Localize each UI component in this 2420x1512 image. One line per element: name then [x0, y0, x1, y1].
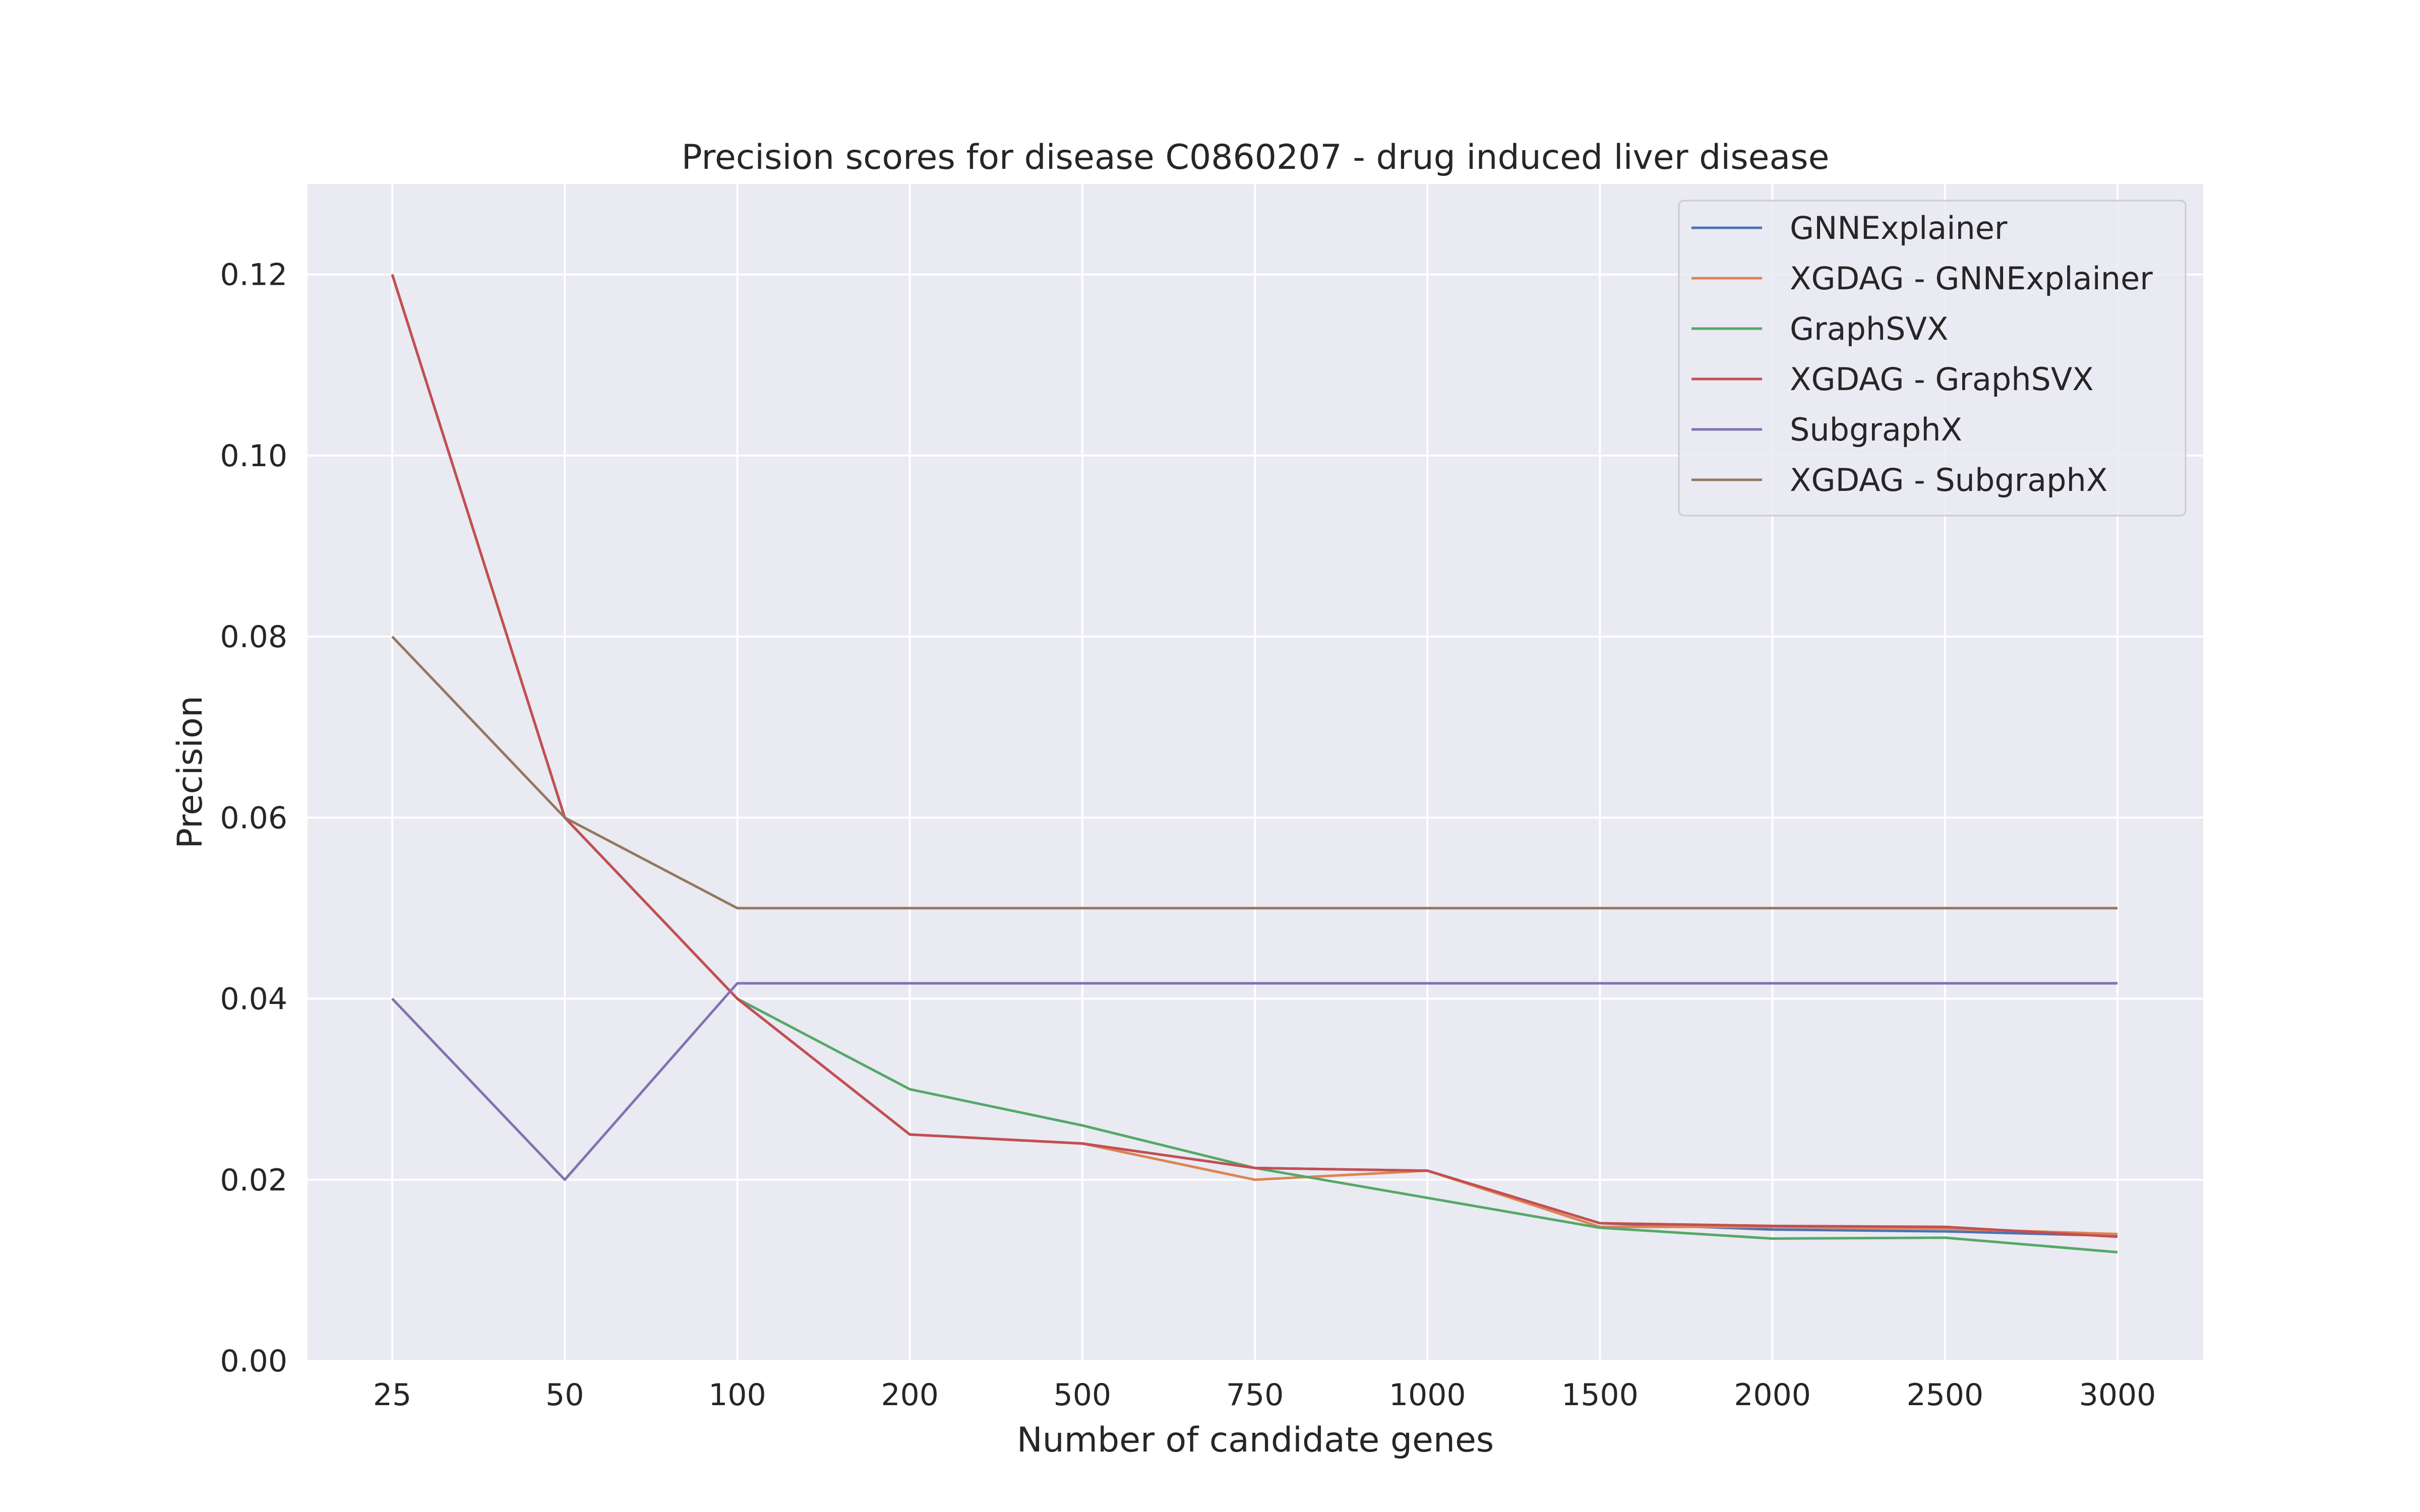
x-tick-label: 2500	[1906, 1377, 1983, 1413]
chart-title: Precision scores for disease C0860207 - …	[682, 138, 1830, 177]
legend-box	[1678, 200, 2187, 517]
x-tick-label: 100	[708, 1377, 766, 1413]
series-lines	[391, 274, 2118, 1253]
y-tick-label: 0.06	[220, 800, 287, 836]
x-tick-label: 3000	[2079, 1377, 2156, 1413]
y-tick-label: 0.04	[220, 982, 287, 1017]
x-tick-label: 1000	[1389, 1377, 1466, 1413]
y-tick-labels: 0.00 0.02 0.04 0.06 0.08 0.10 0.12	[220, 258, 287, 1379]
x-axis-label: Number of candidate genes	[1017, 1420, 1494, 1460]
x-tick-label: 200	[881, 1377, 939, 1413]
y-tick-label: 0.08	[220, 619, 287, 655]
y-tick-label: 0.12	[220, 258, 287, 293]
legend-label: GraphSVX	[1790, 310, 1948, 347]
x-tick-label: 2000	[1734, 1377, 1811, 1413]
legend-label: XGDAG - GNNExplainer	[1790, 260, 2153, 297]
y-tick-label: 0.02	[220, 1163, 287, 1198]
x-tick-label: 1500	[1561, 1377, 1639, 1413]
y-tick-label: 0.00	[220, 1344, 287, 1379]
x-tick-labels: 25 50 100 200 500 750 1000 1500 2000 2500 3000	[373, 1377, 2156, 1413]
series-line-xgdag-subgraphx	[391, 636, 2118, 910]
legend-label: XGDAG - SubgraphX	[1790, 462, 2107, 498]
legend: GNNExplainer XGDAG - GNNExplainer GraphSVX…	[1678, 200, 2187, 517]
x-tick-label: 25	[373, 1377, 411, 1413]
y-axis-label: Precision	[170, 696, 210, 848]
y-tick-label: 0.10	[220, 438, 287, 474]
legend-label: GNNExplainer	[1790, 210, 2008, 246]
x-tick-label: 500	[1054, 1377, 1112, 1413]
x-tick-label: 50	[546, 1377, 584, 1413]
legend-label: SubgraphX	[1790, 411, 1962, 448]
series-line-xgdag-graphsvx	[391, 274, 2118, 1238]
series-line-subgraphx	[391, 982, 2118, 1181]
x-tick-label: 750	[1226, 1377, 1284, 1413]
legend-label: XGDAG - GraphSVX	[1790, 361, 2094, 398]
